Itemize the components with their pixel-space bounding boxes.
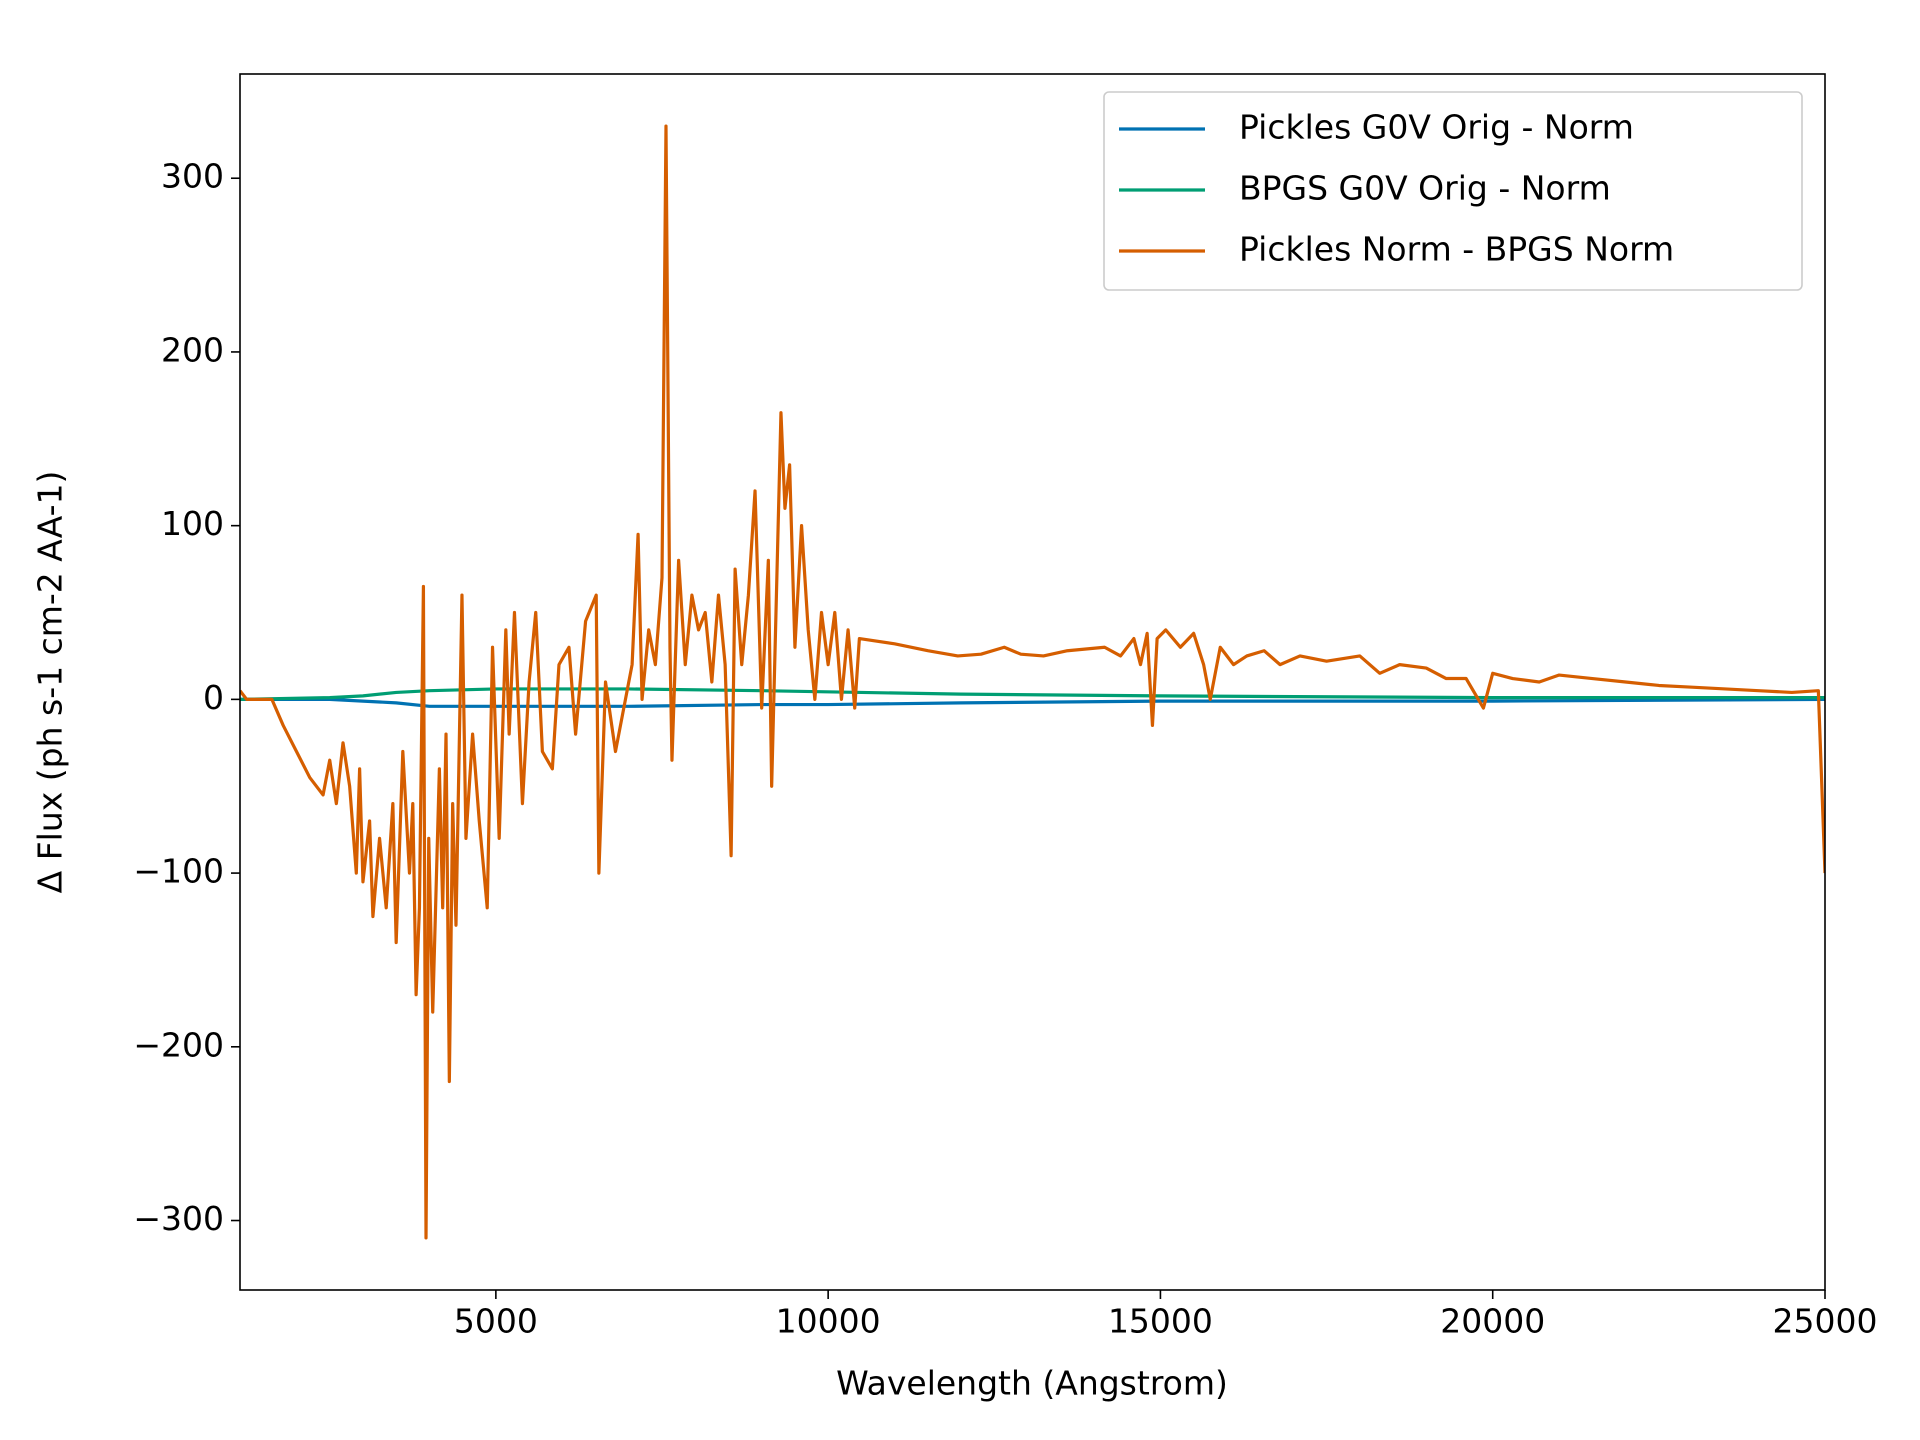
legend-box — [1103, 91, 1803, 291]
y-tick-label: 0 — [203, 678, 224, 717]
x-tick-label: 25000 — [1773, 1302, 1878, 1341]
y-tick-label: 300 — [161, 157, 224, 196]
y-tick-label: −100 — [133, 852, 224, 891]
x-axis-label: Wavelength (Angstrom) — [836, 1364, 1228, 1403]
x-tick-label: 10000 — [776, 1302, 881, 1341]
x-tick-label: 20000 — [1440, 1302, 1545, 1341]
y-tick-label: 200 — [161, 330, 224, 369]
x-tick-label: 15000 — [1108, 1302, 1213, 1341]
x-tick-label: 5000 — [454, 1302, 538, 1341]
y-tick-label: −300 — [133, 1199, 224, 1238]
y-tick-label: 100 — [161, 504, 224, 543]
y-axis-label: Δ Flux (ph s-1 cm-2 AA-1) — [31, 471, 70, 894]
legend-label: BPGS G0V Orig - Norm — [1239, 169, 1611, 208]
y-tick-label: −200 — [133, 1025, 224, 1064]
legend-label: Pickles G0V Orig - Norm — [1239, 108, 1634, 147]
series-line — [240, 697, 1825, 708]
plot-frame — [239, 73, 1826, 1291]
legend-label: Pickles Norm - BPGS Norm — [1239, 230, 1674, 269]
series-line — [240, 124, 1825, 1240]
